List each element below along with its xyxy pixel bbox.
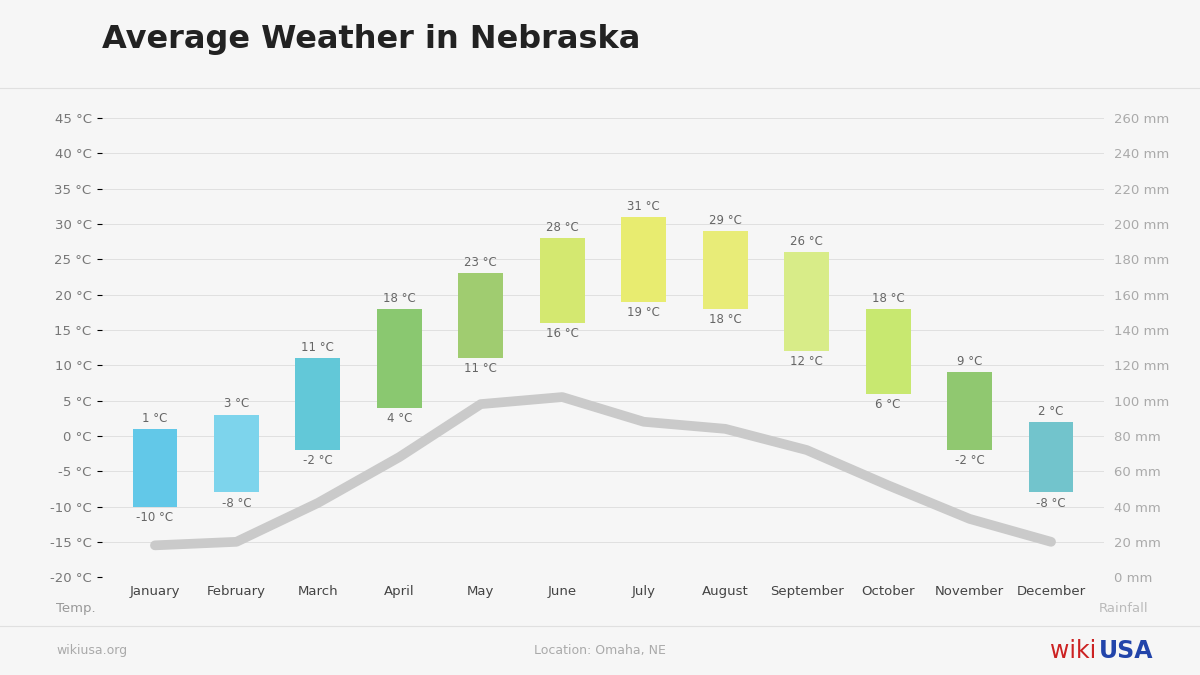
Text: 18 °C: 18 °C bbox=[383, 292, 415, 304]
Text: 16 °C: 16 °C bbox=[546, 327, 578, 340]
Text: USA: USA bbox=[1099, 639, 1153, 663]
Bar bbox=[458, 273, 503, 358]
Text: 19 °C: 19 °C bbox=[628, 306, 660, 319]
Text: 29 °C: 29 °C bbox=[709, 214, 742, 227]
Bar bbox=[865, 308, 911, 394]
Text: 26 °C: 26 °C bbox=[791, 235, 823, 248]
Text: 3 °C: 3 °C bbox=[223, 398, 250, 410]
Text: 2 °C: 2 °C bbox=[1038, 404, 1063, 418]
Text: -2 °C: -2 °C bbox=[304, 454, 332, 467]
Bar bbox=[295, 358, 341, 450]
Text: 23 °C: 23 °C bbox=[464, 256, 497, 269]
Text: -8 °C: -8 °C bbox=[222, 497, 251, 510]
Bar bbox=[703, 231, 748, 308]
Text: wikiusa.org: wikiusa.org bbox=[56, 644, 127, 657]
Bar bbox=[947, 373, 992, 450]
Text: -2 °C: -2 °C bbox=[955, 454, 984, 467]
Bar bbox=[785, 252, 829, 351]
Text: 18 °C: 18 °C bbox=[709, 313, 742, 326]
Text: 28 °C: 28 °C bbox=[546, 221, 578, 234]
Text: 18 °C: 18 °C bbox=[871, 292, 905, 304]
Text: Temp.: Temp. bbox=[56, 602, 96, 616]
Text: 12 °C: 12 °C bbox=[791, 356, 823, 369]
Text: 1 °C: 1 °C bbox=[143, 412, 168, 425]
Text: wiki: wiki bbox=[1050, 639, 1097, 663]
Text: 9 °C: 9 °C bbox=[956, 355, 983, 368]
Bar bbox=[622, 217, 666, 302]
Text: 4 °C: 4 °C bbox=[386, 412, 412, 425]
Bar bbox=[540, 238, 584, 323]
Text: Average Weather in Nebraska: Average Weather in Nebraska bbox=[102, 24, 641, 55]
Text: -10 °C: -10 °C bbox=[137, 511, 174, 524]
Text: 11 °C: 11 °C bbox=[301, 341, 335, 354]
Bar bbox=[132, 429, 178, 506]
Text: 31 °C: 31 °C bbox=[628, 200, 660, 213]
Text: Location: Omaha, NE: Location: Omaha, NE bbox=[534, 644, 666, 657]
Text: 11 °C: 11 °C bbox=[464, 362, 497, 375]
Bar bbox=[377, 308, 421, 408]
Text: 6 °C: 6 °C bbox=[876, 398, 901, 411]
Text: -8 °C: -8 °C bbox=[1037, 497, 1066, 510]
Bar bbox=[214, 414, 259, 492]
Bar bbox=[1028, 422, 1074, 492]
Text: Rainfall: Rainfall bbox=[1099, 602, 1148, 616]
